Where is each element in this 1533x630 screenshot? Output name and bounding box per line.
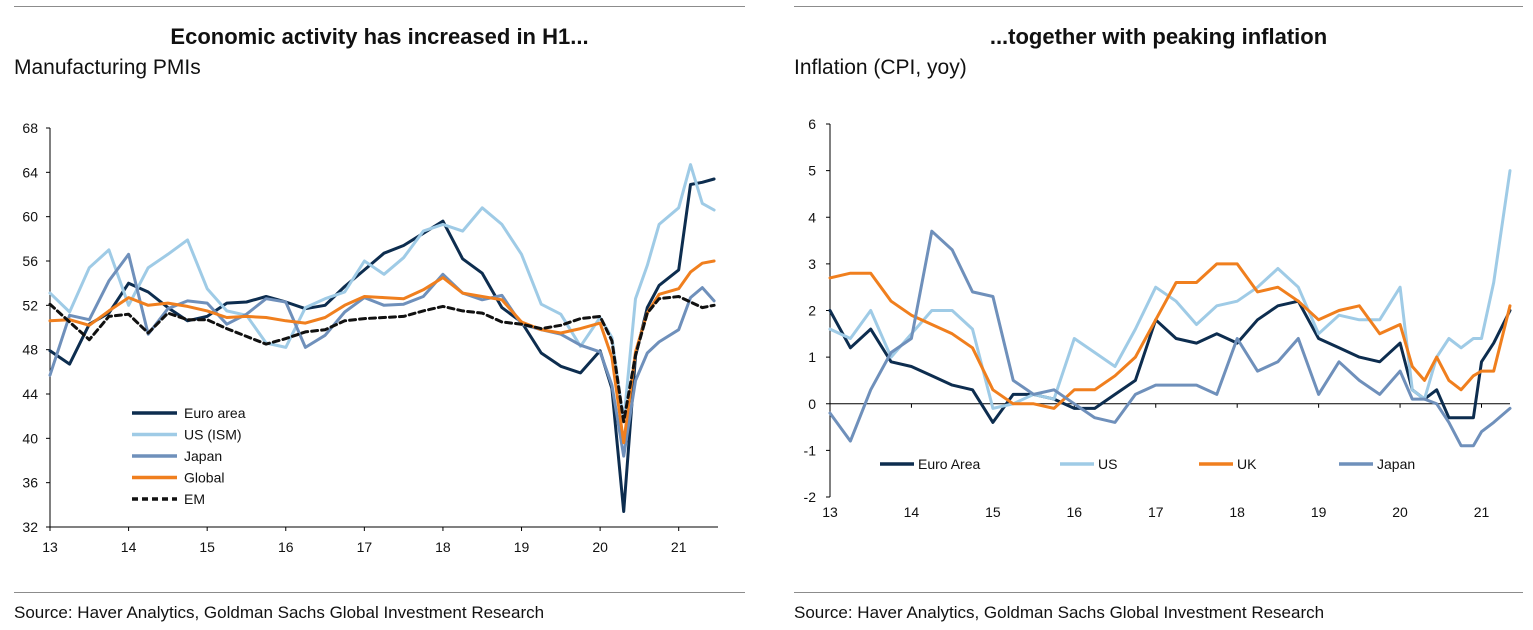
y-tick-label: 48: [22, 342, 38, 358]
y-tick-label: -1: [804, 442, 817, 458]
legend-label: Euro area: [184, 405, 246, 421]
series-line-euro-area: [48, 177, 716, 513]
y-tick-label: 2: [808, 303, 816, 319]
x-tick-label: 13: [42, 539, 58, 555]
bottom-rule: [794, 592, 1523, 593]
series-line-us-ism-: [48, 163, 716, 424]
x-tick-label: 16: [1067, 504, 1083, 520]
chart-source: Source: Haver Analytics, Goldman Sachs G…: [14, 603, 545, 622]
chart-subtitle: Inflation (CPI, yoy): [794, 56, 967, 79]
top-rule: [794, 6, 1523, 7]
y-tick-label: 1: [808, 349, 816, 365]
x-tick-label: 14: [121, 539, 137, 555]
x-tick-label: 13: [822, 504, 838, 520]
series-line-euro-area: [828, 299, 1512, 424]
y-tick-label: 40: [22, 430, 38, 446]
series-line-japan: [48, 252, 716, 458]
series-line-japan: [828, 229, 1512, 448]
legend-label: Global: [184, 470, 224, 486]
y-tick-label: 64: [22, 164, 38, 180]
y-tick-label: 68: [22, 120, 38, 136]
x-tick-label: 21: [1474, 504, 1490, 520]
y-tick-label: 0: [808, 396, 816, 412]
chart-subtitle: Manufacturing PMIs: [14, 56, 201, 79]
legend-label: Euro Area: [918, 456, 980, 472]
legend-label: EM: [184, 491, 205, 507]
legend-label: UK: [1237, 456, 1257, 472]
pmi-line-chart: 32 36 40 44 48 52 56 60 64 68 13 14 15 16 17 18 19 20 21 Eu…: [22, 120, 718, 555]
x-tick-label: 15: [199, 539, 215, 555]
inflation-line-chart: -2 -1 0 1 2 3 4 5 6 13 14 15 16 17 18 19 20 21 Euro Area US…: [804, 116, 1512, 520]
y-tick-label: 52: [22, 297, 38, 313]
y-tick-label: 4: [808, 209, 816, 225]
x-tick-label: 18: [1229, 504, 1245, 520]
bottom-rule: [14, 592, 745, 593]
x-tick-label: 20: [1392, 504, 1408, 520]
x-tick-label: 17: [357, 539, 373, 555]
x-tick-label: 18: [435, 539, 451, 555]
legend-label: US: [1098, 456, 1117, 472]
y-tick-label: 36: [22, 475, 38, 491]
series-line-em: [48, 295, 716, 424]
chart-title: ...together with peaking inflation: [989, 24, 1328, 49]
x-tick-label: 21: [671, 539, 687, 555]
x-tick-label: 16: [278, 539, 294, 555]
legend-label: Japan: [184, 448, 222, 464]
y-tick-label: 32: [22, 519, 38, 535]
chart-title: Economic activity has increased in H1...: [170, 24, 589, 49]
x-tick-label: 17: [1148, 504, 1164, 520]
x-tick-label: 15: [985, 504, 1001, 520]
top-rule: [14, 6, 745, 7]
x-tick-label: 19: [514, 539, 530, 555]
y-tick-label: 3: [808, 256, 816, 272]
y-tick-label: -2: [804, 489, 817, 505]
chart-source: Source: Haver Analytics, Goldman Sachs G…: [794, 603, 1325, 622]
legend-label: US (ISM): [184, 427, 242, 443]
legend-label: Japan: [1377, 456, 1415, 472]
series-line-uk: [828, 262, 1512, 410]
chart-panel-pmi: Economic activity has increased in H1...…: [0, 0, 760, 630]
x-tick-label: 19: [1311, 504, 1327, 520]
y-tick-label: 56: [22, 253, 38, 269]
y-tick-label: 5: [808, 163, 816, 179]
x-tick-label: 14: [904, 504, 920, 520]
y-tick-label: 6: [808, 116, 816, 132]
chart-panel-inflation: ...together with peaking inflation Infla…: [780, 0, 1533, 630]
x-tick-label: 20: [592, 539, 608, 555]
y-tick-label: 44: [22, 386, 38, 402]
y-tick-label: 60: [22, 209, 38, 225]
